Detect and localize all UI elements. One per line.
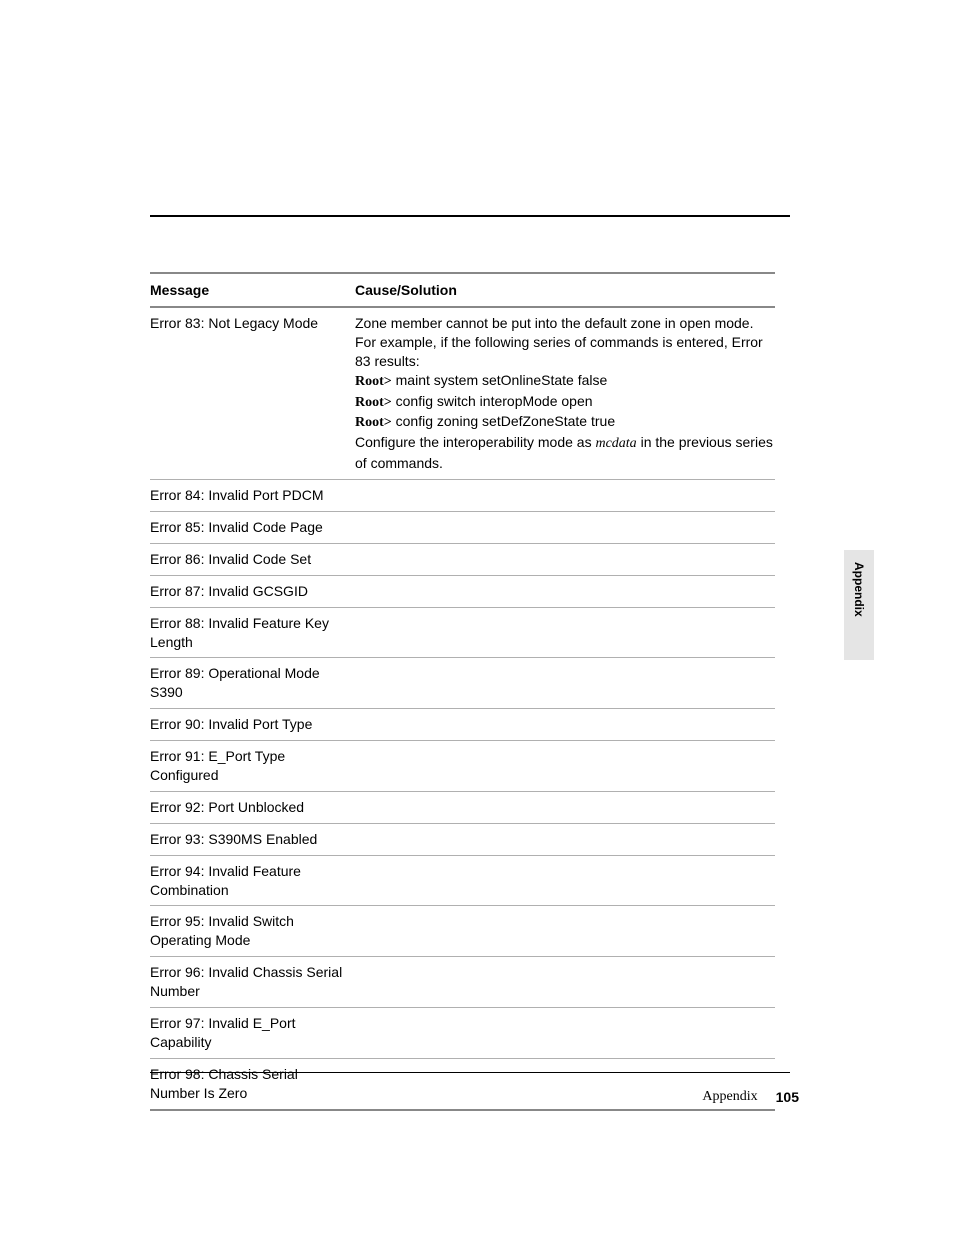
footer-section-label: Appendix — [702, 1089, 757, 1105]
error-table: Message Cause/Solution Error 83: Not Leg… — [150, 272, 775, 1111]
cause-line: Root> config switch interopMode open — [355, 392, 775, 413]
row-cause — [355, 582, 775, 601]
row-cause — [355, 798, 775, 817]
footer-divider — [150, 1072, 790, 1073]
command-text: config switch interopMode open — [392, 393, 593, 409]
italic-term: mcdata — [595, 436, 636, 451]
row-message: Error 97: Invalid E_Port Capability — [150, 1014, 355, 1052]
table-row: Error 91: E_Port Type Configured — [150, 741, 775, 792]
table-row: Error 89: Operational Mode S390 — [150, 658, 775, 709]
table-row: Error 98: Chassis Serial Number Is Zero — [150, 1059, 775, 1109]
row-cause — [355, 664, 775, 702]
cause-line: Zone member cannot be put into the defau… — [355, 314, 775, 371]
row-message: Error 83: Not Legacy Mode — [150, 314, 355, 473]
row-message: Error 85: Invalid Code Page — [150, 518, 355, 537]
row-message: Error 93: S390MS Enabled — [150, 830, 355, 849]
row-cause — [355, 518, 775, 537]
row-cause — [355, 1014, 775, 1052]
row-cause — [355, 550, 775, 569]
row-message: Error 90: Invalid Port Type — [150, 715, 355, 734]
table-row: Error 87: Invalid GCSGID — [150, 576, 775, 608]
header-cause: Cause/Solution — [355, 282, 775, 298]
table-row: Error 88: Invalid Feature Key Length — [150, 608, 775, 659]
cause-text: Configure the interoperability mode as — [355, 434, 595, 450]
row-message: Error 96: Invalid Chassis Serial Number — [150, 963, 355, 1001]
table-header-row: Message Cause/Solution — [150, 274, 775, 308]
row-cause — [355, 912, 775, 950]
table-row: Error 94: Invalid Feature Combination — [150, 856, 775, 907]
table-row: Error 83: Not Legacy ModeZone member can… — [150, 308, 775, 480]
table-row: Error 84: Invalid Port PDCM — [150, 480, 775, 512]
cause-line: Configure the interoperability mode as m… — [355, 433, 775, 473]
row-cause — [355, 715, 775, 734]
row-message: Error 87: Invalid GCSGID — [150, 582, 355, 601]
command-text: config zoning setDefZoneState true — [392, 413, 615, 429]
footer-page-number: 105 — [776, 1089, 799, 1105]
page-footer: Appendix 105 — [702, 1089, 799, 1105]
side-tab: Appendix — [844, 550, 874, 660]
row-cause — [355, 830, 775, 849]
prompt-prefix: Root> — [355, 374, 392, 389]
row-message: Error 86: Invalid Code Set — [150, 550, 355, 569]
table-row: Error 97: Invalid E_Port Capability — [150, 1008, 775, 1059]
command-text: maint system setOnlineState false — [392, 372, 608, 388]
header-message: Message — [150, 282, 355, 298]
table-row: Error 96: Invalid Chassis Serial Number — [150, 957, 775, 1008]
row-cause — [355, 862, 775, 900]
top-divider — [150, 215, 790, 217]
table-body: Error 83: Not Legacy ModeZone member can… — [150, 308, 775, 1109]
row-cause — [355, 486, 775, 505]
page-container: Message Cause/Solution Error 83: Not Leg… — [0, 0, 954, 1111]
prompt-prefix: Root> — [355, 395, 392, 410]
row-message: Error 92: Port Unblocked — [150, 798, 355, 817]
row-message: Error 89: Operational Mode S390 — [150, 664, 355, 702]
table-row: Error 85: Invalid Code Page — [150, 512, 775, 544]
row-message: Error 98: Chassis Serial Number Is Zero — [150, 1065, 355, 1103]
table-row: Error 92: Port Unblocked — [150, 792, 775, 824]
row-message: Error 88: Invalid Feature Key Length — [150, 614, 355, 652]
row-cause — [355, 614, 775, 652]
cause-line: Root> config zoning setDefZoneState true — [355, 412, 775, 433]
table-row: Error 90: Invalid Port Type — [150, 709, 775, 741]
row-message: Error 95: Invalid Switch Operating Mode — [150, 912, 355, 950]
row-cause: Zone member cannot be put into the defau… — [355, 314, 775, 473]
table-row: Error 86: Invalid Code Set — [150, 544, 775, 576]
row-message: Error 84: Invalid Port PDCM — [150, 486, 355, 505]
row-cause — [355, 963, 775, 1001]
row-message: Error 94: Invalid Feature Combination — [150, 862, 355, 900]
side-tab-label: Appendix — [852, 562, 866, 617]
table-row: Error 95: Invalid Switch Operating Mode — [150, 906, 775, 957]
cause-line: Root> maint system setOnlineState false — [355, 371, 775, 392]
table-row: Error 93: S390MS Enabled — [150, 824, 775, 856]
row-message: Error 91: E_Port Type Configured — [150, 747, 355, 785]
prompt-prefix: Root> — [355, 415, 392, 430]
row-cause — [355, 747, 775, 785]
